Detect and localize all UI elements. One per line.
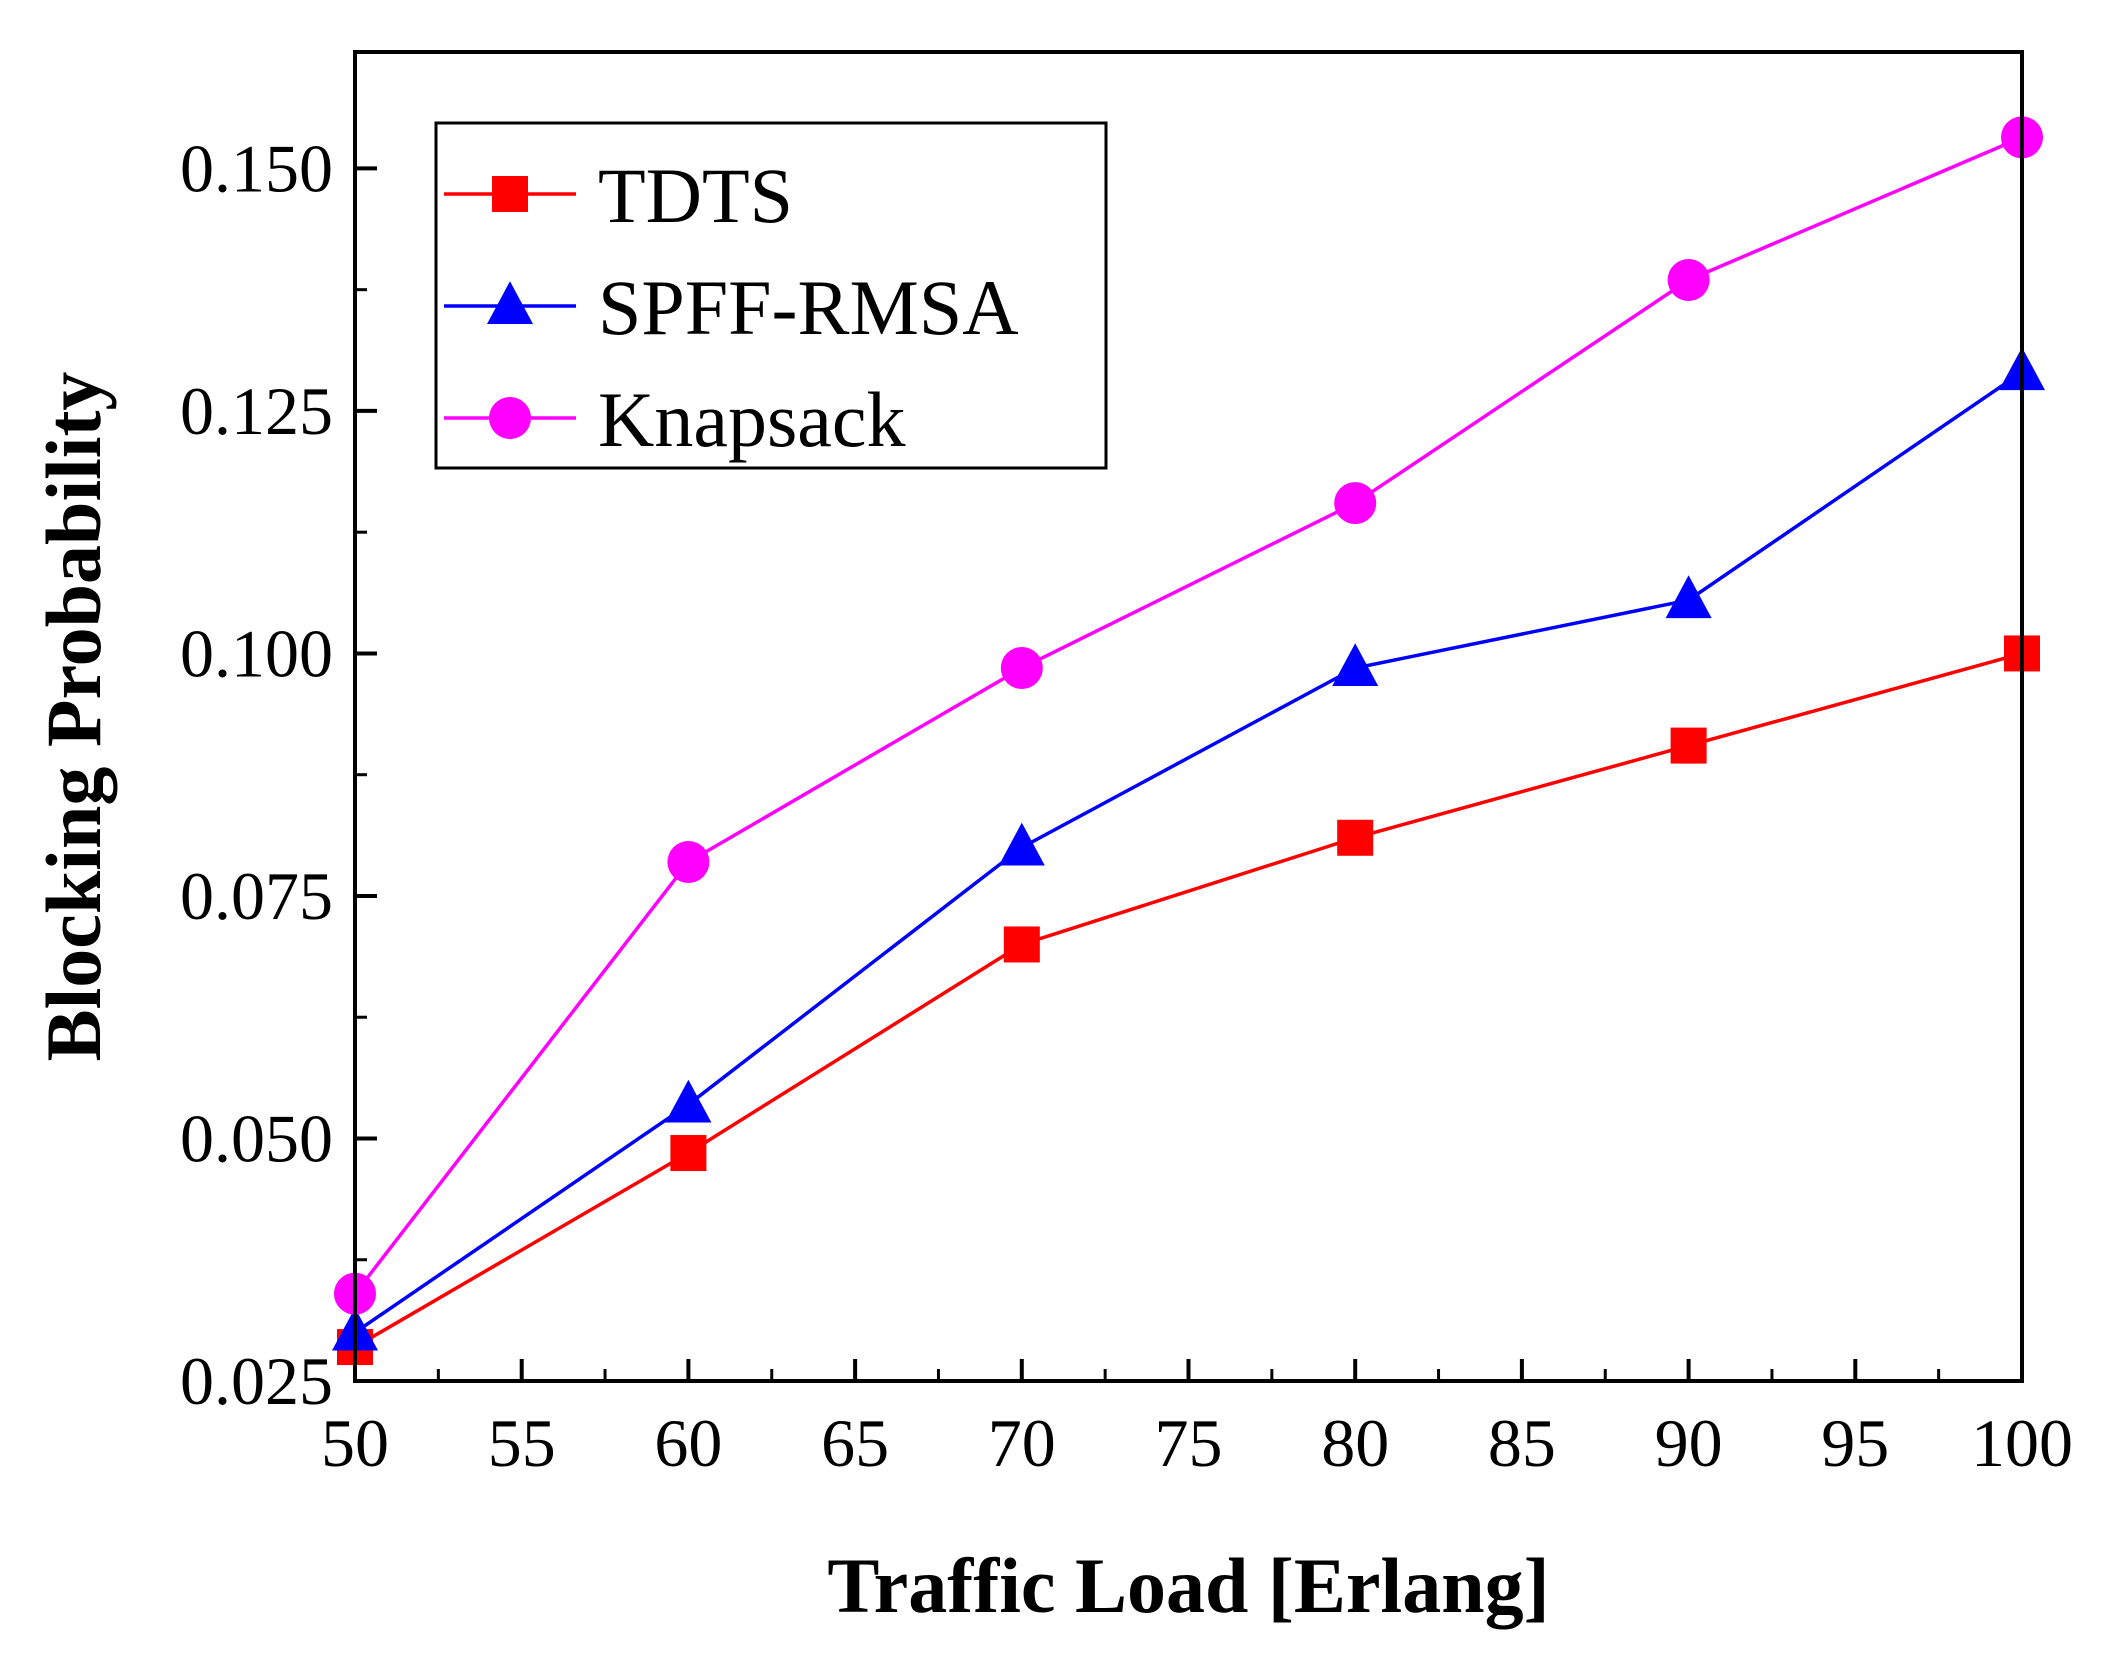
data-point-knapsack-60	[667, 841, 710, 884]
x-tick-label: 70	[988, 1405, 1056, 1481]
data-point-tdts-60	[670, 1135, 707, 1172]
x-axis-title: Traffic Load [Erlang]	[827, 1542, 1549, 1629]
legend-label-spff-rmsa: SPFF-RMSA	[598, 264, 1019, 351]
legend-marker-knapsack	[489, 397, 531, 439]
data-point-spff-rmsa-60	[665, 1079, 712, 1123]
x-tick-label: 85	[1488, 1405, 1556, 1481]
y-tick-label: 0.025	[180, 1343, 333, 1419]
data-point-spff-rmsa-70	[998, 822, 1045, 866]
data-point-knapsack-80	[1334, 482, 1377, 525]
legend-marker-tdts	[492, 176, 528, 212]
legend-marker-spff-rmsa	[487, 281, 533, 324]
x-tick-label: 95	[1821, 1405, 1889, 1481]
y-tick-label: 0.050	[180, 1100, 333, 1176]
x-tick-label: 80	[1321, 1405, 1389, 1481]
legend-label-knapsack: Knapsack	[598, 376, 906, 463]
series-line-tdts	[354, 651, 2023, 1349]
series-line-knapsack	[353, 135, 2023, 1295]
y-axis-title: Blocking Probability	[30, 372, 117, 1062]
data-point-spff-rmsa-80	[1332, 643, 1379, 686]
data-point-tdts-90	[1670, 727, 1707, 764]
x-tick-label: 90	[1655, 1405, 1723, 1481]
x-tick-label: 65	[821, 1405, 889, 1481]
x-tick-label: 75	[1155, 1405, 1223, 1481]
x-tick-label: 100	[1971, 1405, 2073, 1481]
data-point-tdts-80	[1337, 819, 1374, 856]
data-point-knapsack-90	[1667, 258, 1710, 301]
x-tick-label: 60	[654, 1405, 722, 1481]
series-line-spff-rmsa	[354, 370, 2023, 1334]
legend-box	[434, 121, 1108, 470]
y-tick-label: 0.100	[180, 615, 333, 691]
data-point-spff-rmsa-90	[1665, 575, 1712, 619]
data-point-tdts-70	[1003, 926, 1040, 963]
x-tick-label: 50	[321, 1405, 389, 1481]
y-tick-label: 0.075	[180, 858, 333, 934]
legend-label-tdts: TDTS	[598, 152, 793, 239]
axes-layer: 50 55 60 65 70 75 80 85 90 95 100 0.025 0.050 0.075 0.…	[30, 50, 2073, 1629]
y-tick-label: 0.150	[180, 130, 333, 206]
y-tick-label: 0.125	[180, 373, 333, 449]
legend: TDTS SPFF-RMSA Knapsack	[434, 121, 1108, 470]
x-tick-label: 55	[488, 1405, 556, 1481]
series-layer	[332, 116, 2045, 1366]
data-point-knapsack-70	[1000, 646, 1043, 689]
